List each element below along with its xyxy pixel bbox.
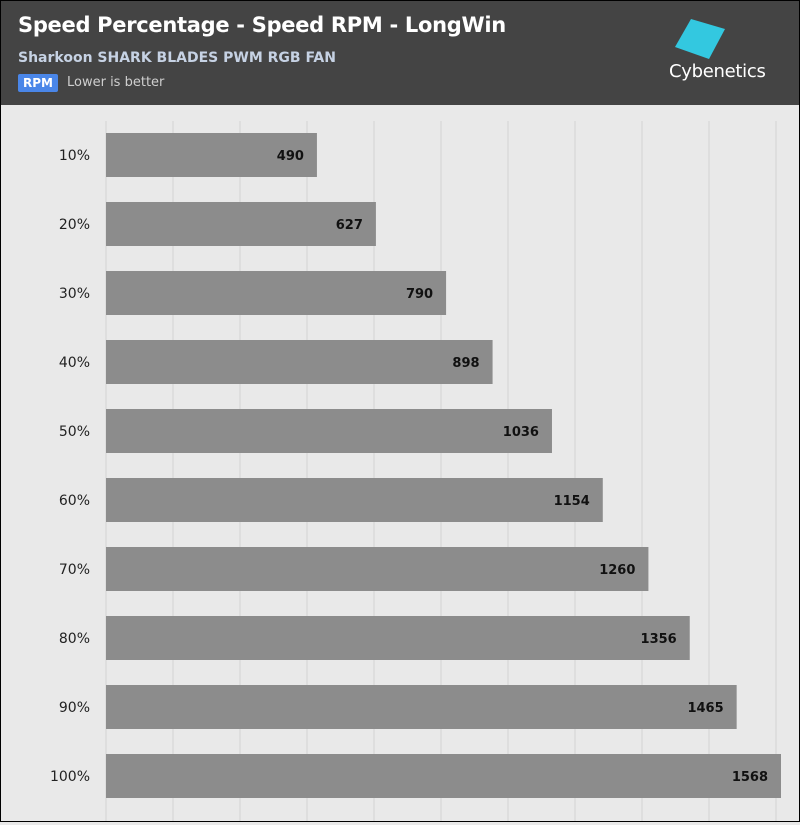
bar: [106, 409, 552, 453]
bar: [106, 616, 690, 660]
bar-chart-svg: 10% 490 20% 627 30% 790 40% 898 50% 1036 60% 1154 70…: [50, 121, 781, 821]
bar-value-label: 1465: [687, 701, 723, 716]
category-label: 40%: [59, 355, 90, 371]
lower-is-better-note: Lower is better: [67, 75, 165, 90]
cybenetics-logo: Cybenetics: [669, 19, 779, 89]
bar: [106, 478, 603, 522]
bar: [106, 202, 376, 246]
chart-title: Speed Percentage - Speed RPM - LongWin: [18, 13, 506, 37]
bar: [106, 340, 493, 384]
category-label: 50%: [59, 424, 90, 440]
bar-value-label: 490: [277, 149, 304, 164]
cybenetics-logo-icon: [675, 19, 725, 59]
bar-value-label: 898: [452, 356, 479, 371]
bar-value-label: 1154: [554, 494, 590, 509]
chart-header: Speed Percentage - Speed RPM - LongWin S…: [1, 1, 799, 105]
bar-value-label: 1356: [641, 632, 677, 647]
bar-chart: 10% 490 20% 627 30% 790 40% 898 50% 1036 60% 1154 70…: [1, 105, 799, 821]
bar-value-label: 1568: [732, 770, 768, 785]
bar-value-label: 1260: [599, 563, 635, 578]
category-label: 30%: [59, 286, 90, 302]
bar-value-label: 790: [406, 287, 433, 302]
category-label: 100%: [50, 769, 90, 785]
unit-badge: RPM: [18, 74, 58, 92]
category-label: 80%: [59, 631, 90, 647]
bar: [106, 685, 737, 729]
category-label: 20%: [59, 217, 90, 233]
category-label: 90%: [59, 700, 90, 716]
category-label: 60%: [59, 493, 90, 509]
bar-value-label: 1036: [503, 425, 539, 440]
bar: [106, 271, 447, 315]
cybenetics-logo-text: Cybenetics: [669, 61, 766, 82]
category-label: 10%: [59, 148, 90, 164]
bar: [106, 547, 649, 591]
category-label: 70%: [59, 562, 90, 578]
bar: [106, 754, 781, 798]
chart-subtitle: Sharkoon SHARK BLADES PWM RGB FAN: [18, 50, 336, 66]
bar: [106, 133, 317, 177]
bar-value-label: 627: [336, 218, 363, 233]
